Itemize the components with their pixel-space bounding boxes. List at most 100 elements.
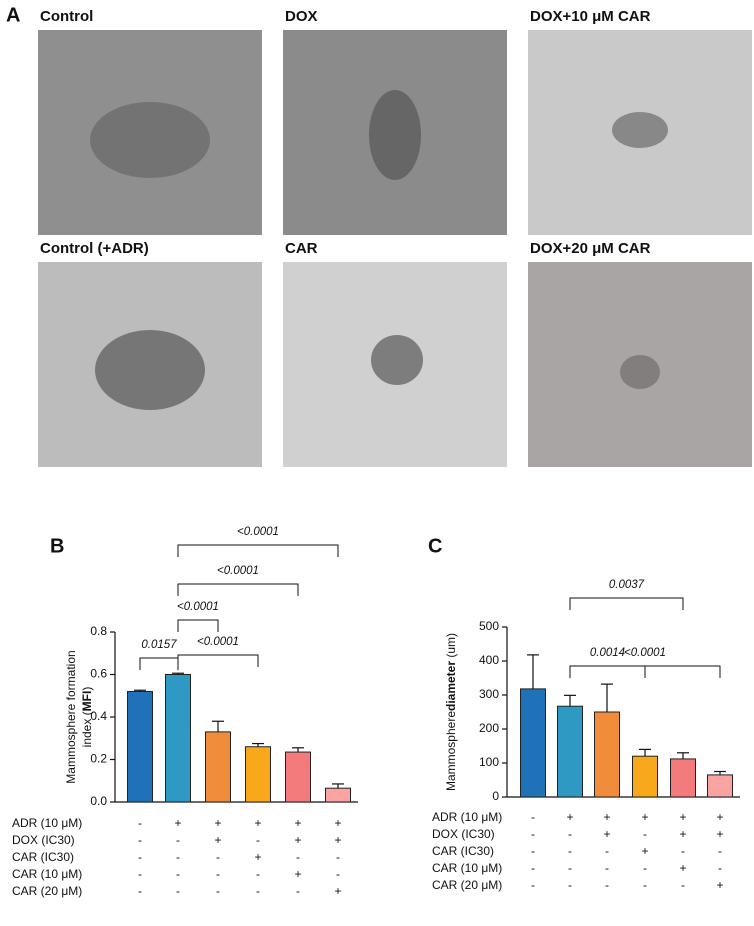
condition-label: DOX (IC30) (12, 833, 75, 847)
y-tick-label: 0.6 (90, 667, 107, 681)
condition-sign: - (138, 833, 142, 847)
mammosphere (612, 112, 668, 148)
condition-sign: + (214, 833, 221, 847)
condition-sign: - (531, 827, 535, 841)
y-label-text: (um) (444, 633, 458, 661)
condition-sign: - (216, 884, 220, 898)
condition-sign: - (138, 816, 142, 830)
condition-label: CAR (20 μM) (12, 884, 82, 898)
image-caption: Control (40, 8, 93, 25)
condition-sign: - (138, 884, 142, 898)
p-value: 0.0037 (609, 579, 645, 591)
image-caption: DOX+20 μM CAR (530, 240, 651, 257)
condition-sign: + (334, 833, 341, 847)
y-label-text: index ( (80, 711, 94, 747)
condition-sign: + (254, 850, 261, 864)
condition-sign: - (216, 867, 220, 881)
bar (285, 751, 311, 803)
y-tick-label: 400 (479, 653, 499, 667)
bar (325, 787, 351, 803)
image-caption: DOX (285, 8, 318, 25)
p-value: <0.0001 (624, 647, 666, 659)
condition-sign: - (643, 878, 647, 892)
condition-sign: + (294, 833, 301, 847)
y-tick-label: 300 (479, 687, 499, 701)
condition-sign: + (214, 816, 221, 830)
condition-label: CAR (20 μM) (432, 878, 502, 892)
significance-bracket (569, 665, 646, 678)
image-caption: Control (+ADR) (40, 240, 149, 257)
y-label-line: Mammosphere formation (64, 650, 78, 783)
condition-sign: + (679, 810, 686, 824)
condition-sign: - (531, 878, 535, 892)
y-tick-label: 0.4 (90, 709, 107, 723)
condition-sign: - (568, 878, 572, 892)
condition-sign: - (681, 878, 685, 892)
condition-label: CAR (IC30) (432, 844, 494, 858)
y-tick-label: 0 (492, 789, 499, 803)
condition-sign: - (568, 861, 572, 875)
condition-sign: + (294, 816, 301, 830)
condition-sign: + (566, 810, 573, 824)
y-label-bold: diameter (444, 661, 458, 711)
condition-sign: - (568, 827, 572, 841)
y-label-line: Mammosphere (444, 711, 458, 791)
significance-bracket (177, 544, 339, 557)
p-value: <0.0001 (177, 601, 219, 613)
condition-sign: + (641, 810, 648, 824)
bar (165, 674, 191, 803)
condition-label: ADR (10 μM) (12, 816, 82, 830)
condition-sign: + (641, 844, 648, 858)
condition-sign: + (254, 816, 261, 830)
bar (670, 758, 696, 798)
condition-label: CAR (10 μM) (12, 867, 82, 881)
mammosphere (95, 330, 205, 410)
condition-sign: - (176, 850, 180, 864)
condition-sign: + (603, 810, 610, 824)
panel-label: A (6, 4, 20, 26)
condition-sign: - (605, 878, 609, 892)
condition-sign: - (568, 844, 572, 858)
condition-sign: - (296, 850, 300, 864)
p-value: <0.0001 (237, 526, 279, 538)
condition-sign: - (256, 867, 260, 881)
condition-sign: + (716, 810, 723, 824)
condition-sign: + (334, 816, 341, 830)
y-tick-label: 500 (479, 619, 499, 633)
mammosphere (90, 102, 210, 178)
condition-sign: - (176, 867, 180, 881)
condition-sign: + (294, 867, 301, 881)
image-caption: CAR (285, 240, 318, 257)
condition-sign: - (643, 861, 647, 875)
bar (245, 746, 271, 803)
condition-sign: - (138, 850, 142, 864)
significance-bracket (569, 665, 721, 678)
condition-sign: - (256, 833, 260, 847)
p-value: 0.0014 (590, 647, 625, 659)
p-value: 0.0157 (141, 639, 177, 651)
condition-sign: - (718, 861, 722, 875)
condition-sign: - (256, 884, 260, 898)
condition-sign: - (176, 833, 180, 847)
bar (127, 691, 153, 803)
condition-sign: - (296, 884, 300, 898)
y-tick-label: 0.0 (90, 794, 107, 808)
bar (594, 711, 620, 798)
y-tick-label: 0.2 (90, 752, 107, 766)
mammosphere (369, 90, 421, 180)
condition-sign: + (603, 827, 610, 841)
condition-sign: - (531, 810, 535, 824)
condition-sign: - (643, 827, 647, 841)
condition-sign: - (336, 867, 340, 881)
condition-sign: + (679, 827, 686, 841)
condition-label: CAR (IC30) (12, 850, 74, 864)
bar (520, 688, 546, 798)
y-label-text: ) (80, 687, 94, 691)
significance-bracket (177, 619, 219, 632)
bar (205, 731, 231, 803)
condition-sign: - (176, 884, 180, 898)
condition-sign: + (174, 816, 181, 830)
panel-label: C (428, 535, 442, 557)
condition-sign: - (531, 844, 535, 858)
condition-sign: - (718, 844, 722, 858)
